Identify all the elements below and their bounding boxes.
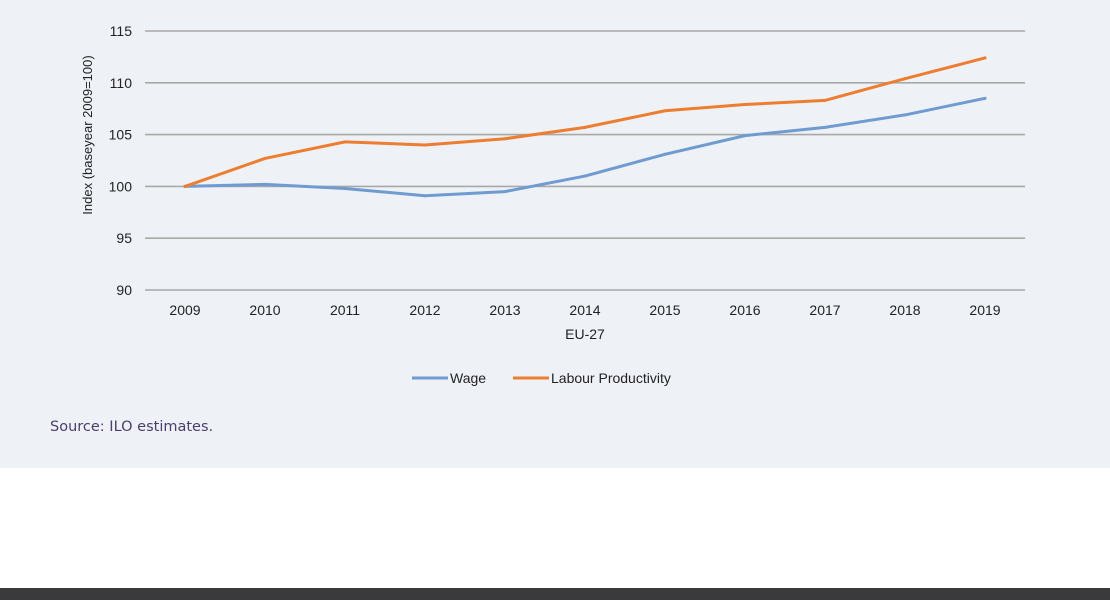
data-point bbox=[423, 194, 427, 198]
data-point bbox=[503, 190, 507, 194]
x-tick-label: 2015 bbox=[649, 302, 680, 318]
legend-label: Labour Productivity bbox=[551, 370, 671, 386]
legend-label: Wage bbox=[450, 370, 486, 386]
y-tick-label: 110 bbox=[110, 75, 133, 91]
x-axis-label: EU-27 bbox=[565, 326, 605, 342]
figure-panel: 90 95 100 105 110 115 2009 2010 2011 2012 2013 201… bbox=[0, 0, 1110, 468]
data-point bbox=[903, 113, 907, 117]
data-point bbox=[583, 125, 587, 129]
x-tick-label: 2012 bbox=[409, 302, 440, 318]
y-tick-labels: 90 95 100 105 110 115 bbox=[109, 23, 133, 298]
y-tick-label: 115 bbox=[110, 23, 133, 39]
data-point bbox=[343, 140, 347, 144]
data-point bbox=[423, 143, 427, 147]
y-tick-label: 100 bbox=[109, 178, 133, 194]
legend: Wage Labour Productivity bbox=[412, 370, 671, 386]
series-lines bbox=[183, 56, 987, 198]
data-point bbox=[343, 186, 347, 190]
line-chart: 90 95 100 105 110 115 2009 2010 2011 2012 2013 201… bbox=[80, 23, 1025, 386]
series-line-wage bbox=[183, 96, 987, 198]
data-point bbox=[983, 96, 987, 100]
x-tick-label: 2019 bbox=[969, 302, 1000, 318]
x-tick-label: 2013 bbox=[489, 302, 520, 318]
data-point bbox=[583, 174, 587, 178]
x-tick-label: 2010 bbox=[249, 302, 280, 318]
y-tick-label: 95 bbox=[116, 230, 132, 246]
x-tick-label: 2018 bbox=[889, 302, 920, 318]
data-point bbox=[743, 103, 747, 107]
data-point bbox=[743, 134, 747, 138]
x-tick-label: 2016 bbox=[729, 302, 760, 318]
data-point bbox=[263, 156, 267, 160]
gridlines bbox=[145, 30, 1025, 291]
y-tick-label: 105 bbox=[109, 127, 133, 143]
x-tick-label: 2009 bbox=[169, 302, 200, 318]
x-tick-label: 2014 bbox=[569, 302, 600, 318]
data-point bbox=[663, 152, 667, 156]
x-tick-labels: 2009 2010 2011 2012 2013 2014 2015 2016 2017 2018… bbox=[169, 302, 1000, 318]
data-point bbox=[903, 77, 907, 81]
data-point bbox=[983, 56, 987, 60]
data-point bbox=[663, 109, 667, 113]
source-note: Source: ILO estimates. bbox=[50, 419, 214, 435]
y-tick-label: 90 bbox=[116, 282, 132, 298]
data-point bbox=[503, 137, 507, 141]
data-point bbox=[183, 184, 187, 188]
x-tick-label: 2011 bbox=[330, 302, 360, 318]
data-point bbox=[823, 125, 827, 129]
bottom-bar bbox=[0, 588, 1110, 600]
x-tick-label: 2017 bbox=[809, 302, 840, 318]
data-point bbox=[823, 98, 827, 102]
data-point bbox=[263, 182, 267, 186]
y-axis-label: Index (baseyear 2009=100) bbox=[80, 55, 95, 214]
